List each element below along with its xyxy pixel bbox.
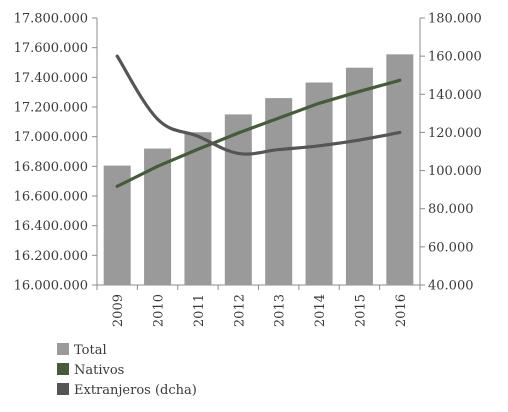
x-tick-labels: 2009 2010 2011 2012 2013 2014 2015 2016 <box>111 294 409 327</box>
y-right-tick-labels: 40.000 60.000 80.000 100.000 120.000 140.000 1… <box>428 12 482 294</box>
x-tick-label: 2011 <box>192 294 207 327</box>
bar <box>345 67 373 285</box>
y-right-tick-label: 100.000 <box>428 164 482 179</box>
y-right-tick-label: 120.000 <box>428 126 482 141</box>
x-tick-label: 2015 <box>353 294 368 327</box>
x-tick-label: 2016 <box>394 294 409 327</box>
y-left-tick-label: 16.600.000 <box>14 190 88 205</box>
legend-swatch-total <box>57 343 69 355</box>
y-right-tick-label: 80.000 <box>428 202 474 217</box>
bar <box>305 82 333 286</box>
line-extranjeros-dcha <box>115 54 402 156</box>
y-right-tick-label: 180.000 <box>428 12 482 27</box>
bar <box>103 165 131 285</box>
y-right-tick-label: 140.000 <box>428 88 482 103</box>
y-left-tick-label: 17.800.000 <box>14 12 88 27</box>
legend-swatch-nativos <box>57 363 69 375</box>
bar <box>224 114 252 286</box>
line-nativos <box>115 78 402 188</box>
x-tick-label: 2012 <box>232 294 247 327</box>
bar-series-total <box>103 54 414 286</box>
bar <box>144 148 172 285</box>
y-left-tick-label: 17.600.000 <box>14 41 88 56</box>
x-tick-label: 2014 <box>313 294 328 327</box>
y-left-tick-label: 16.400.000 <box>14 219 88 234</box>
y-right-tick-label: 160.000 <box>428 50 482 65</box>
y-left-tick-label: 17.200.000 <box>14 101 88 116</box>
y-left-tick-label: 16.800.000 <box>14 160 88 175</box>
bar <box>184 132 212 285</box>
legend-label-extranjeros-dcha: Extranjeros (dcha) <box>74 383 197 398</box>
y-right-tick-label: 60.000 <box>428 240 474 255</box>
x-tick-label: 2009 <box>111 294 126 327</box>
y-left-tick-label: 16.000.000 <box>14 279 88 294</box>
x-tick-label: 2013 <box>273 294 288 327</box>
y-left-tick-label: 16.200.000 <box>14 249 88 264</box>
y-left-tick-label: 17.000.000 <box>14 130 88 145</box>
y-right-tick-label: 40.000 <box>428 279 474 294</box>
legend-label-total: Total <box>74 343 107 358</box>
y-left-tick-labels: 16.000.000 16.200.000 16.400.000 16.600.000… <box>14 12 88 294</box>
legend: Total Nativos Extranjeros (dcha) <box>57 343 197 398</box>
legend-label-nativos: Nativos <box>74 363 124 378</box>
x-tick-label: 2010 <box>152 294 167 327</box>
y-left-tick-label: 17.400.000 <box>14 71 88 86</box>
line-series-group <box>115 54 402 188</box>
bar <box>265 98 293 285</box>
legend-swatch-extranjeros-dcha <box>57 383 69 395</box>
bar <box>386 54 414 285</box>
